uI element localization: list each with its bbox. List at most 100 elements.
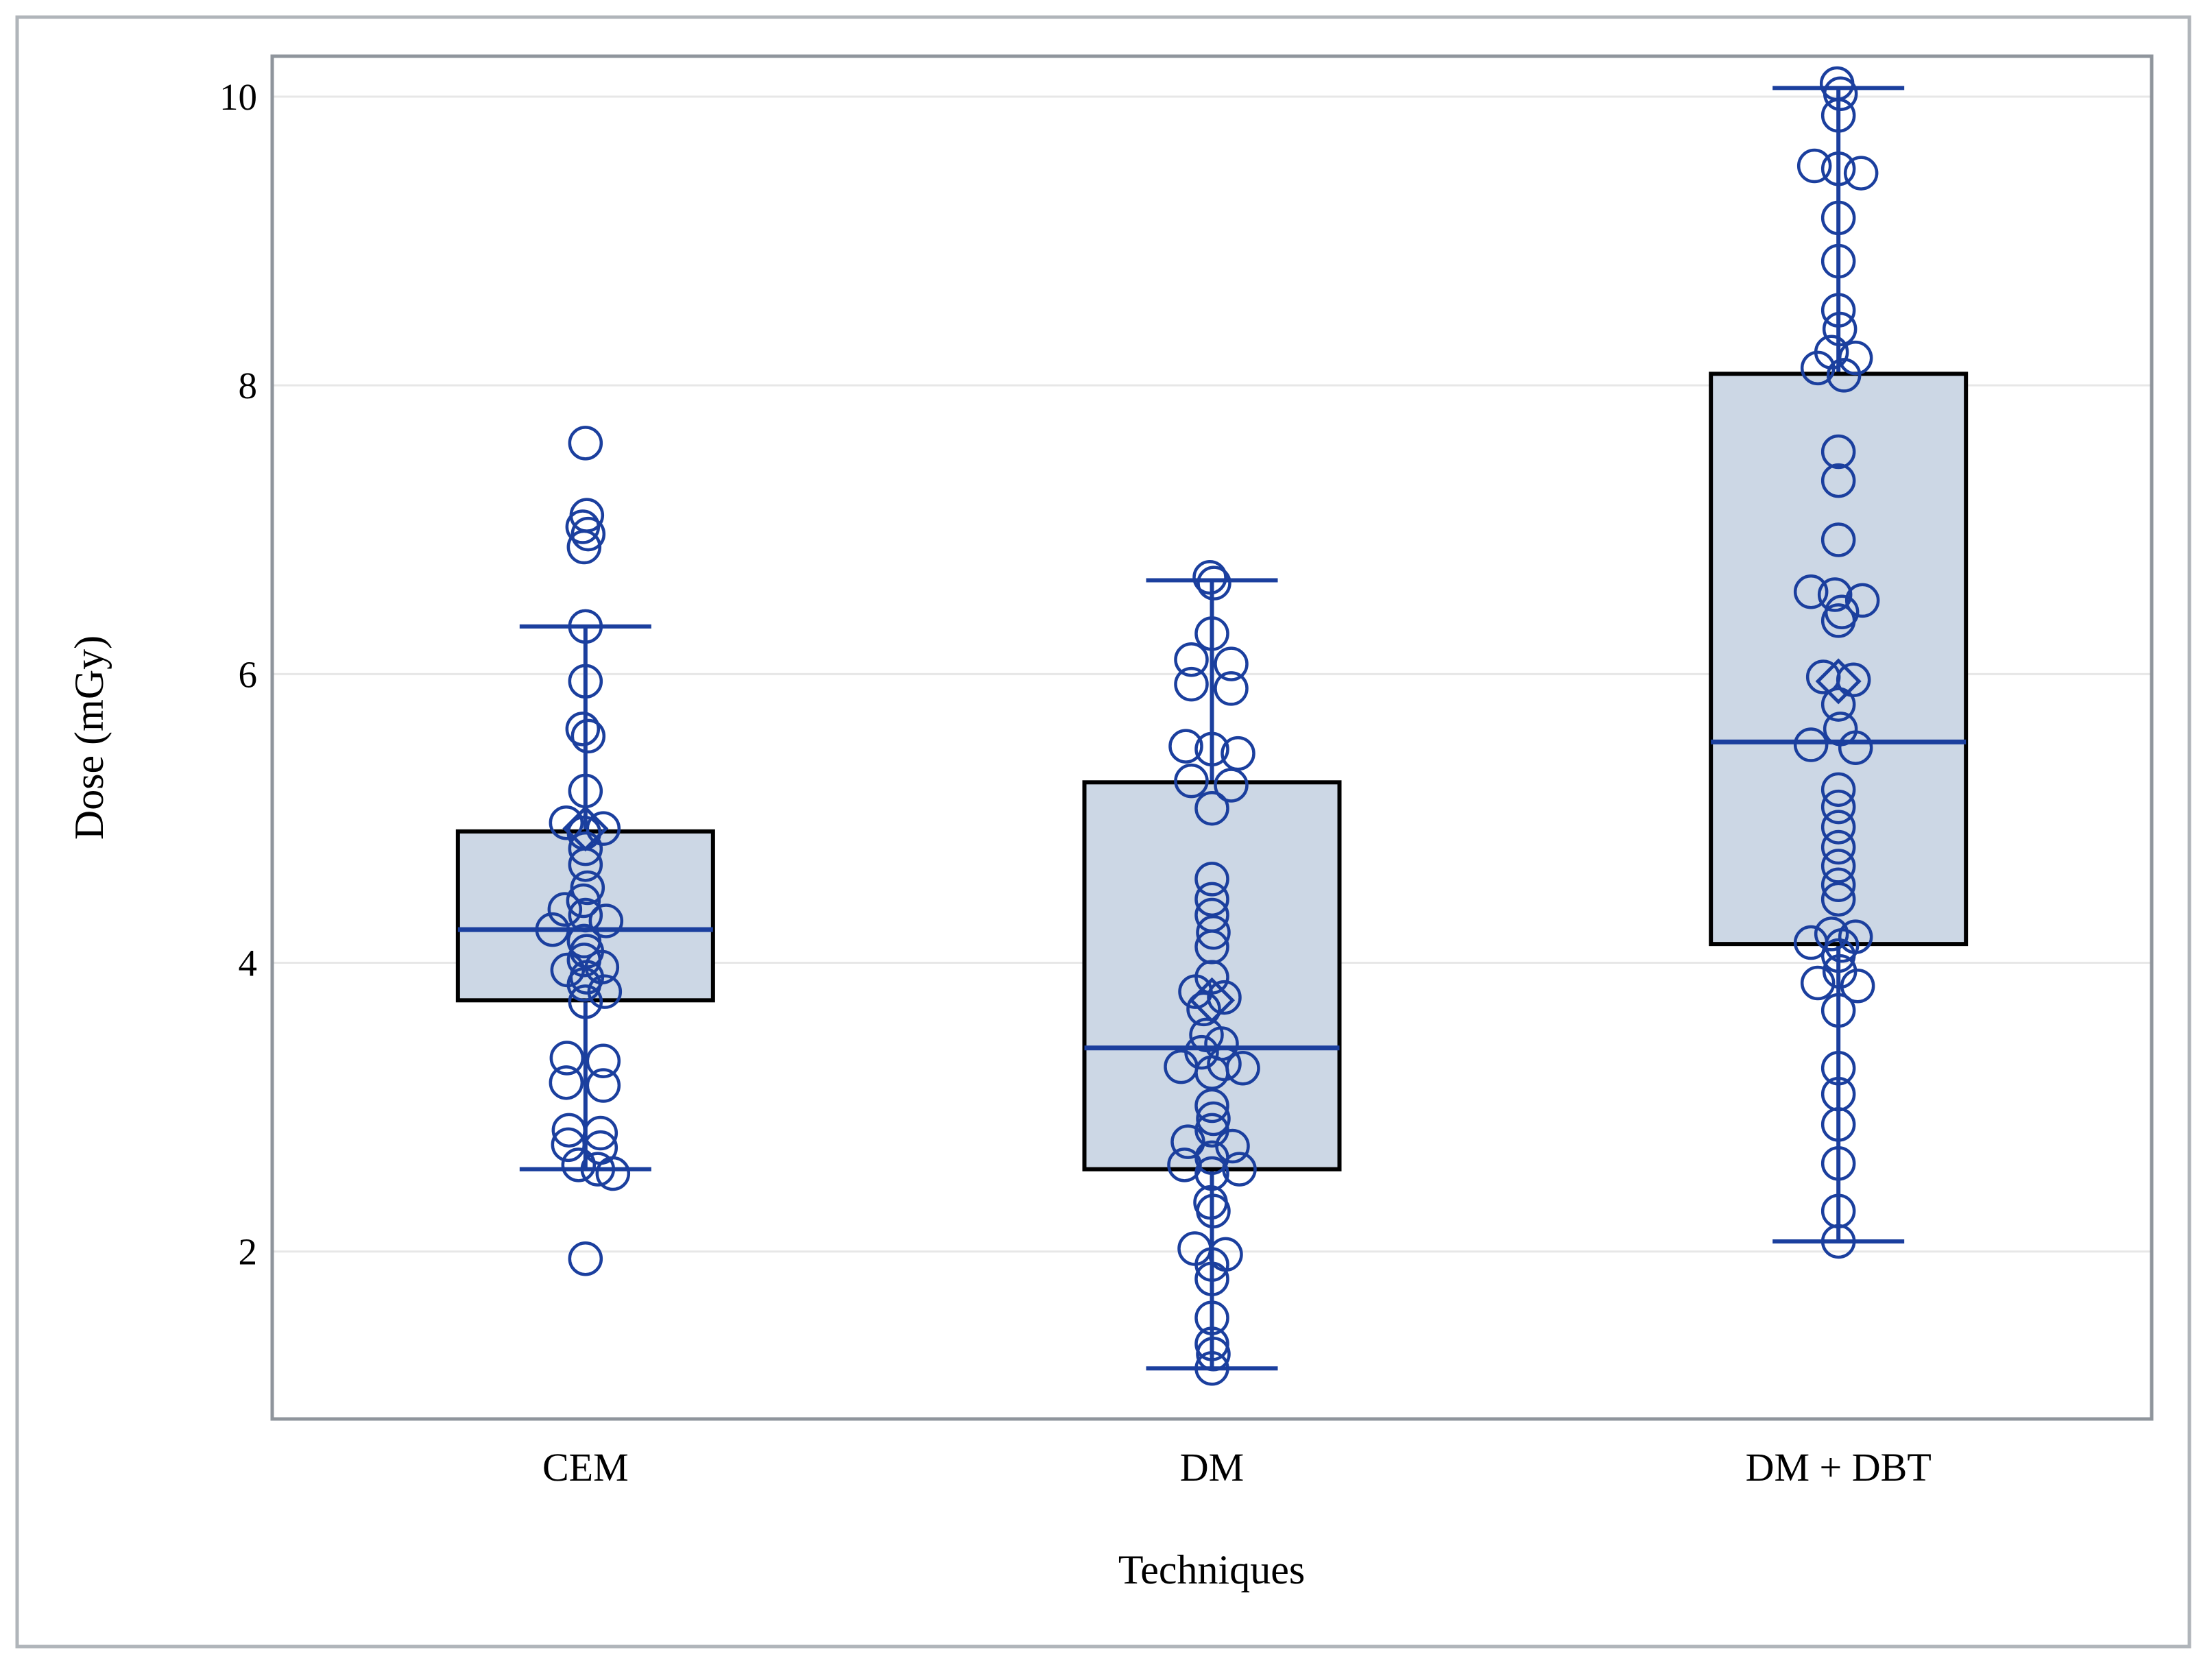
- data-point: [1194, 1351, 1229, 1386]
- data-point: [1817, 577, 1853, 612]
- data-point: [1800, 965, 1836, 1001]
- data-point: [1796, 148, 1832, 184]
- data-point: [1820, 789, 1856, 825]
- data-point: [1800, 350, 1836, 386]
- data-point: [1823, 76, 1858, 112]
- data-point: [535, 912, 570, 947]
- data-point: [1820, 463, 1856, 498]
- y-tick-label-10: 10: [219, 76, 257, 118]
- plot-frame: [270, 54, 2154, 1421]
- data-point: [1194, 882, 1229, 917]
- data-point: [561, 1148, 597, 1182]
- data-point: [1170, 1124, 1205, 1159]
- data-point: [570, 718, 606, 754]
- data-point: [568, 1241, 603, 1276]
- data-point: [1194, 1088, 1229, 1124]
- data-point: [583, 1115, 618, 1151]
- y-tick-label-2: 2: [239, 1231, 258, 1273]
- data-point: [1820, 810, 1856, 845]
- x-tick-label-cem: CEM: [542, 1445, 629, 1490]
- data-point: [1793, 727, 1829, 762]
- data-point: [1194, 862, 1229, 897]
- data-point: [1836, 662, 1871, 698]
- data-point: [1820, 603, 1856, 638]
- data-point: [1196, 915, 1231, 950]
- data-point: [1822, 311, 1858, 347]
- data-point: [1194, 1261, 1229, 1296]
- x-tick-labels: CEM DM DM + DBT: [542, 1445, 1932, 1490]
- data-point: [1843, 156, 1879, 191]
- data-point: [1174, 642, 1209, 677]
- data-point: [1215, 1128, 1250, 1164]
- data-point: [1838, 730, 1873, 765]
- x-axis-title: Techniques: [1118, 1547, 1305, 1592]
- data-point: [570, 516, 606, 552]
- data-point: [1820, 1107, 1856, 1142]
- box-group-dm-dbt: [1709, 86, 1969, 1243]
- data-point: [1820, 1051, 1856, 1086]
- data-point: [549, 805, 584, 840]
- data-point: [1196, 1336, 1231, 1372]
- data-point: [1820, 1224, 1856, 1259]
- data-point: [1826, 358, 1862, 393]
- data-point: [1194, 790, 1229, 826]
- box-group-cem: [455, 624, 715, 1172]
- data-point: [1197, 566, 1231, 600]
- data-point: [1820, 867, 1856, 903]
- data-point: [586, 811, 621, 846]
- iqr-box: [1082, 780, 1342, 1172]
- y-tick-label-4: 4: [239, 943, 258, 984]
- data-point: [1174, 666, 1209, 702]
- data-point: [568, 984, 603, 1019]
- data-point: [1194, 731, 1229, 767]
- data-point: [1820, 882, 1856, 917]
- data-point: [1194, 1055, 1229, 1090]
- data-point: [1820, 200, 1856, 236]
- points-dm: [1164, 559, 1260, 1386]
- data-point: [565, 712, 601, 746]
- data-point: [568, 831, 603, 866]
- box-group-dm: [1082, 578, 1342, 1371]
- data-point: [1194, 1326, 1229, 1361]
- data-point: [568, 664, 603, 699]
- data-point: [566, 883, 601, 919]
- data-point: [1840, 968, 1875, 1004]
- data-point: [1168, 729, 1203, 764]
- points-cem: [535, 426, 631, 1276]
- data-point: [1192, 559, 1227, 595]
- points-dm-dbt: [1793, 66, 1880, 1259]
- data-point: [1194, 1300, 1229, 1335]
- data-point: [1196, 1193, 1231, 1228]
- data-point: [1820, 522, 1856, 557]
- data-point: [1178, 974, 1213, 1009]
- data-point: [568, 897, 603, 933]
- data-point: [1820, 772, 1856, 808]
- data-point: [1214, 646, 1249, 681]
- data-point: [1207, 1046, 1242, 1082]
- data-point: [1838, 340, 1873, 376]
- data-point: [1814, 917, 1849, 951]
- data-point: [547, 892, 583, 927]
- data-point: [1221, 736, 1255, 771]
- data-point: [566, 967, 602, 1002]
- data-point: [1207, 980, 1242, 1015]
- data-point: [568, 847, 603, 882]
- data-point: [588, 903, 624, 938]
- data-point: [586, 1043, 621, 1078]
- data-point: [1844, 583, 1880, 618]
- y-tick-label-8: 8: [239, 365, 258, 406]
- data-point: [1820, 993, 1856, 1028]
- data-point: [1820, 1146, 1856, 1181]
- data-point: [1820, 243, 1856, 279]
- data-point: [1214, 671, 1249, 706]
- data-point: [1186, 991, 1221, 1027]
- data-point: [1196, 1101, 1231, 1137]
- data-point: [1820, 849, 1856, 884]
- y-tick-label-6: 6: [239, 653, 258, 695]
- data-point: [566, 943, 602, 978]
- data-point: [1820, 938, 1856, 973]
- data-point: [568, 426, 603, 461]
- x-tick-label-dm: DM: [1180, 1445, 1244, 1490]
